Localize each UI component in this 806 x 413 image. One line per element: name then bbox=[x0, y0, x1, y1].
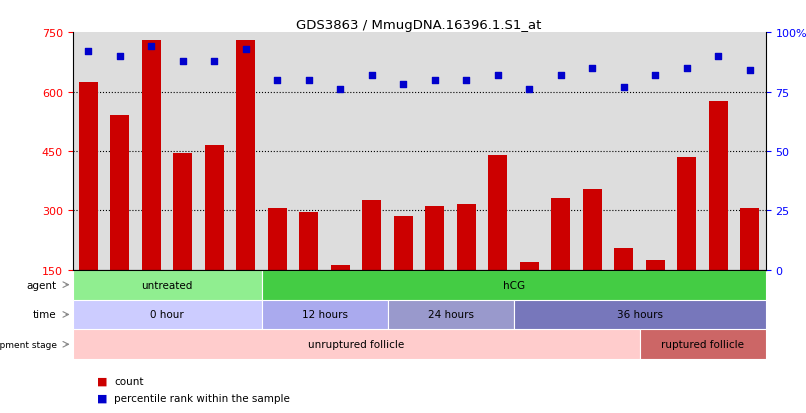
Text: hCG: hCG bbox=[503, 280, 525, 290]
Bar bbox=[426, 207, 444, 330]
Point bbox=[429, 77, 442, 84]
Bar bbox=[205, 146, 224, 330]
Bar bbox=[299, 213, 318, 330]
Bar bbox=[678, 157, 696, 330]
Point bbox=[460, 77, 473, 84]
Bar bbox=[73, 270, 262, 300]
Point bbox=[177, 58, 189, 65]
Point bbox=[208, 58, 221, 65]
Bar bbox=[331, 265, 350, 330]
Bar bbox=[262, 300, 388, 330]
Point bbox=[145, 44, 158, 50]
Bar bbox=[520, 262, 539, 330]
Text: ruptured follicle: ruptured follicle bbox=[661, 339, 744, 349]
Point bbox=[492, 72, 505, 79]
Bar bbox=[73, 300, 262, 330]
Point bbox=[302, 77, 315, 84]
Bar bbox=[388, 300, 513, 330]
Text: 0 hour: 0 hour bbox=[150, 310, 184, 320]
Bar bbox=[262, 270, 766, 300]
Text: count: count bbox=[114, 376, 144, 386]
Point bbox=[82, 49, 95, 55]
Bar bbox=[709, 102, 728, 330]
Bar bbox=[551, 199, 571, 330]
Point bbox=[555, 72, 567, 79]
Text: 24 hours: 24 hours bbox=[428, 310, 474, 320]
Text: ■: ■ bbox=[97, 376, 107, 386]
Bar bbox=[110, 116, 129, 330]
Bar bbox=[79, 83, 98, 330]
Text: unruptured follicle: unruptured follicle bbox=[308, 339, 405, 349]
Bar bbox=[646, 260, 665, 330]
Text: time: time bbox=[33, 310, 56, 320]
Bar bbox=[236, 41, 256, 330]
Point bbox=[365, 72, 378, 79]
Text: agent: agent bbox=[27, 280, 56, 290]
Text: ■: ■ bbox=[97, 393, 107, 403]
Text: development stage: development stage bbox=[0, 340, 56, 349]
Bar bbox=[457, 205, 476, 330]
Point bbox=[680, 65, 693, 72]
Point bbox=[586, 65, 599, 72]
Bar bbox=[614, 248, 634, 330]
Point bbox=[334, 87, 347, 93]
Point bbox=[617, 84, 630, 91]
Bar bbox=[73, 330, 640, 359]
Bar bbox=[513, 300, 766, 330]
Bar bbox=[142, 41, 160, 330]
Point bbox=[271, 77, 284, 84]
Bar bbox=[741, 209, 759, 330]
Point bbox=[743, 68, 756, 74]
Point bbox=[397, 82, 409, 88]
Bar bbox=[268, 209, 287, 330]
Point bbox=[712, 53, 725, 60]
Bar bbox=[363, 201, 381, 330]
Point bbox=[239, 46, 252, 53]
Title: GDS3863 / MmugDNA.16396.1.S1_at: GDS3863 / MmugDNA.16396.1.S1_at bbox=[297, 19, 542, 32]
Text: 12 hours: 12 hours bbox=[301, 310, 347, 320]
Text: untreated: untreated bbox=[141, 280, 193, 290]
Bar bbox=[640, 330, 766, 359]
Bar bbox=[488, 156, 507, 330]
Bar bbox=[173, 154, 193, 330]
Text: percentile rank within the sample: percentile rank within the sample bbox=[114, 393, 290, 403]
Bar bbox=[583, 189, 602, 330]
Point bbox=[649, 72, 662, 79]
Text: 36 hours: 36 hours bbox=[617, 310, 663, 320]
Point bbox=[523, 87, 536, 93]
Point bbox=[114, 53, 127, 60]
Bar bbox=[394, 217, 413, 330]
